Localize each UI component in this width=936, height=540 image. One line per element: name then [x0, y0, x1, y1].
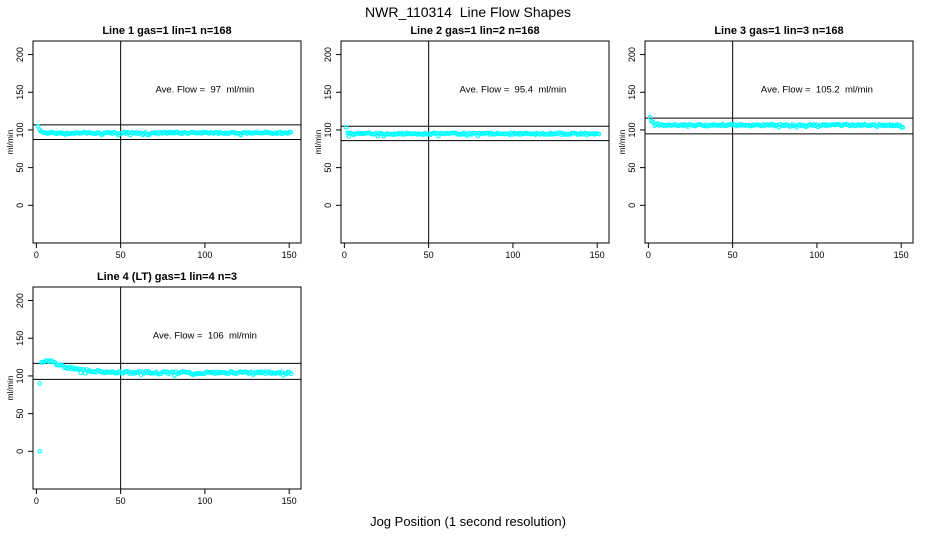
- x-axis: 0 50 100 150: [646, 243, 909, 260]
- main-title: NWR_110314 Line Flow Shapes: [365, 4, 571, 20]
- data-point: [288, 129, 294, 135]
- y-axis: 0 50 100 150 200 ml/min: [5, 293, 33, 454]
- x-tick-label: 0: [34, 250, 39, 260]
- x-tick-label: 0: [646, 250, 651, 260]
- y-tick-label: 150: [15, 331, 25, 346]
- panel-title: Line 1 gas=1 lin=1 n=168: [102, 25, 231, 37]
- x-tick-label: 50: [424, 250, 434, 260]
- data-point: [343, 125, 349, 130]
- panel-line2-chart: Line 2 gas=1 lin=2 n=168 0 50 100 150 200 ml/m…: [313, 25, 610, 260]
- x-tick-label: 150: [590, 250, 605, 260]
- data-points: [647, 114, 906, 130]
- y-axis-label: ml/min: [5, 129, 15, 154]
- x-tick-label: 150: [894, 250, 909, 260]
- x-tick-label: 0: [34, 496, 39, 506]
- y-axis-label: ml/min: [617, 129, 627, 154]
- ref-lines: [645, 41, 913, 243]
- data-points: [37, 358, 294, 454]
- data-points: [35, 123, 294, 138]
- x-axis: 0 50 100 150: [34, 489, 297, 506]
- ave-flow-annotation: Ave. Flow = 105.2 ml/min: [761, 84, 873, 95]
- panel-line4-chart: Line 4 (LT) gas=1 lin=4 n=3 0 50 100 150 200 m…: [5, 271, 302, 506]
- y-tick-label: 200: [323, 47, 333, 62]
- y-axis: 0 50 100 150 200 ml/min: [5, 47, 33, 208]
- y-tick-label: 100: [323, 122, 333, 137]
- plot-box: [644, 40, 914, 244]
- y-tick-label: 50: [323, 163, 333, 173]
- panel-line1-chart: Line 1 gas=1 lin=1 n=168 0 50 100 150 200 ml/m…: [5, 25, 302, 260]
- x-tick-label: 0: [342, 250, 347, 260]
- y-tick-label: 50: [15, 163, 25, 173]
- x-tick-label: 150: [282, 250, 297, 260]
- data-point: [288, 371, 294, 377]
- x-tick-label: 100: [505, 250, 520, 260]
- y-tick-label: 150: [15, 85, 25, 100]
- data-point: [37, 381, 43, 386]
- data-point: [900, 125, 906, 130]
- ref-lines: [33, 287, 301, 489]
- x-tick-label: 50: [728, 250, 738, 260]
- data-point: [596, 131, 602, 137]
- y-tick-label: 150: [627, 85, 637, 100]
- y-tick-label: 150: [323, 85, 333, 100]
- panel-title: Line 2 gas=1 lin=2 n=168: [410, 25, 539, 37]
- y-tick-label: 0: [627, 203, 637, 208]
- ref-lines: [341, 41, 609, 243]
- panel-title: Line 3 gas=1 lin=3 n=168: [714, 25, 843, 37]
- y-axis: 0 50 100 150 200 ml/min: [617, 47, 645, 208]
- x-tick-label: 50: [116, 250, 126, 260]
- x-tick-label: 100: [809, 250, 824, 260]
- y-tick-label: 50: [15, 409, 25, 419]
- ave-flow-annotation: Ave. Flow = 106 ml/min: [153, 330, 257, 341]
- data-point: [37, 448, 43, 454]
- y-tick-label: 100: [15, 122, 25, 137]
- ave-flow-annotation: Ave. Flow = 97 ml/min: [156, 84, 255, 95]
- x-axis: 0 50 100 150: [34, 243, 297, 260]
- panel-line3-chart: Line 3 gas=1 lin=3 n=168 0 50 100 150 200 ml/m…: [617, 25, 914, 260]
- y-tick-label: 100: [15, 368, 25, 383]
- y-tick-label: 0: [323, 203, 333, 208]
- y-axis-label: ml/min: [313, 129, 323, 154]
- x-axis-title: Jog Position (1 second resolution): [370, 514, 566, 529]
- y-tick-label: 0: [15, 203, 25, 208]
- ref-lines: [33, 41, 301, 243]
- data-point: [172, 373, 177, 379]
- ave-flow-annotation: Ave. Flow = 95.4 ml/min: [460, 84, 567, 95]
- data-point: [82, 370, 88, 376]
- data-point: [647, 114, 653, 120]
- y-tick-label: 50: [627, 163, 637, 173]
- y-tick-label: 0: [15, 449, 25, 454]
- x-tick-label: 50: [116, 496, 126, 506]
- x-tick-label: 100: [197, 496, 212, 506]
- y-axis-label: ml/min: [5, 375, 15, 400]
- y-axis: 0 50 100 150 200 ml/min: [313, 47, 341, 208]
- x-tick-label: 100: [197, 250, 212, 260]
- x-axis: 0 50 100 150: [342, 243, 605, 260]
- plot-box: [32, 40, 302, 244]
- panel-title: Line 4 (LT) gas=1 lin=4 n=3: [97, 271, 237, 283]
- x-tick-label: 150: [282, 496, 297, 506]
- y-tick-label: 200: [15, 47, 25, 62]
- plot-box: [32, 286, 302, 490]
- plot-box: [340, 40, 610, 244]
- y-tick-label: 100: [627, 122, 637, 137]
- y-tick-label: 200: [15, 293, 25, 308]
- y-tick-label: 200: [627, 47, 637, 62]
- data-points: [343, 125, 602, 139]
